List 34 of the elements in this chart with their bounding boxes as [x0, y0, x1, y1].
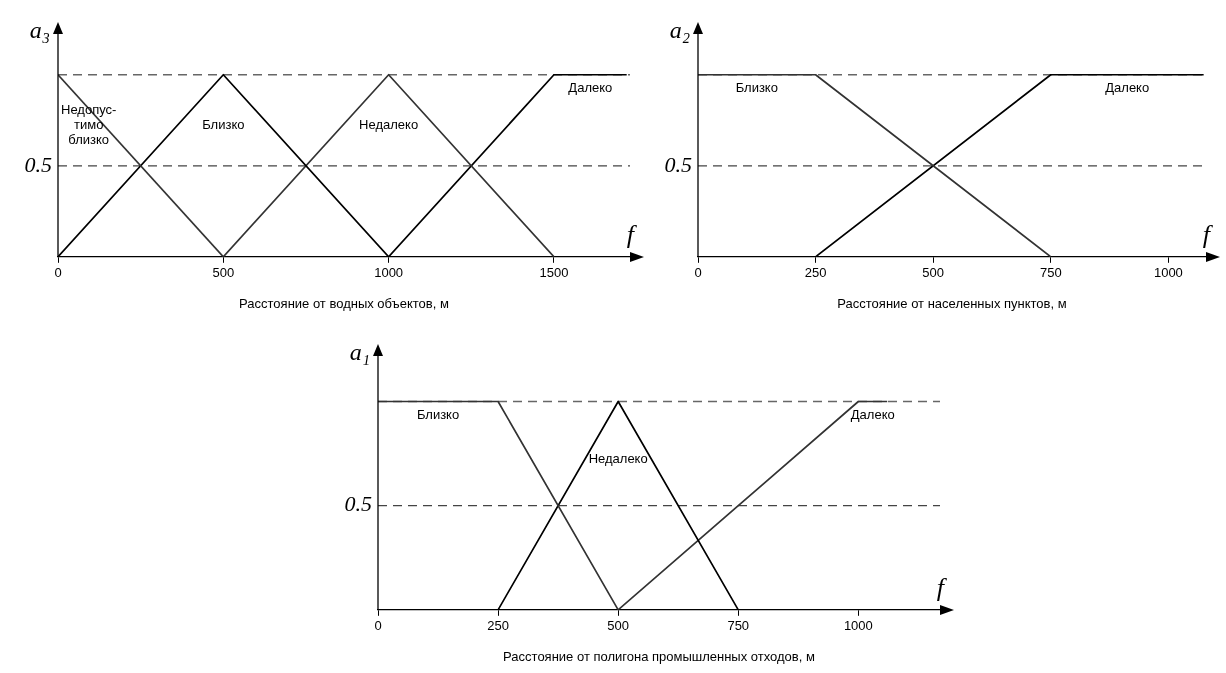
x-tick-label: 500 — [922, 265, 945, 281]
series-label: Близко — [416, 407, 460, 423]
x-tick-label: 500 — [607, 618, 630, 634]
annotation: f — [936, 572, 948, 602]
ref-line-label: 0.5 — [24, 151, 52, 177]
series-label: Близко — [202, 117, 245, 133]
x-tick-label: 250 — [487, 618, 509, 634]
y-axis-title: a₂ — [669, 17, 690, 44]
x-tick-label: 1000 — [1153, 265, 1183, 281]
x-axis-title: Расстояние от полигона промышленных отходов, м — [503, 648, 815, 664]
y-axis-title: a₁ — [349, 339, 370, 366]
x-tick-label: 750 — [727, 618, 750, 634]
x-tick-label: 1000 — [843, 618, 873, 634]
x-tick-label: 1000 — [374, 265, 404, 281]
series-label: Далеко — [568, 80, 613, 96]
series-label: Недалеко — [359, 117, 419, 133]
x-tick-label: 500 — [212, 265, 235, 281]
ref-line-label: 0.5 — [344, 491, 372, 517]
x-tick-label: 250 — [804, 265, 827, 281]
x-tick-label: 0 — [54, 265, 62, 281]
y-axis-title: a₃ — [29, 17, 50, 44]
x-axis-title: Расстояние от водных объектов, м — [239, 295, 449, 311]
x-axis-title: Расстояние от населенных пунктов, м — [837, 295, 1067, 311]
series-label: Далеко — [850, 407, 895, 423]
annotation: f — [626, 219, 638, 249]
x-tick-label: 0 — [694, 265, 702, 281]
ref-line-label: 0.5 — [664, 151, 692, 177]
annotation: f — [1202, 219, 1214, 249]
series-label: Недалеко — [588, 451, 648, 467]
x-tick-label: 1500 — [539, 265, 569, 281]
series-label: Близко — [735, 80, 778, 96]
x-tick-label: 0 — [374, 618, 382, 634]
x-tick-label: 750 — [1039, 265, 1062, 281]
series-label: Далеко — [1105, 80, 1150, 96]
